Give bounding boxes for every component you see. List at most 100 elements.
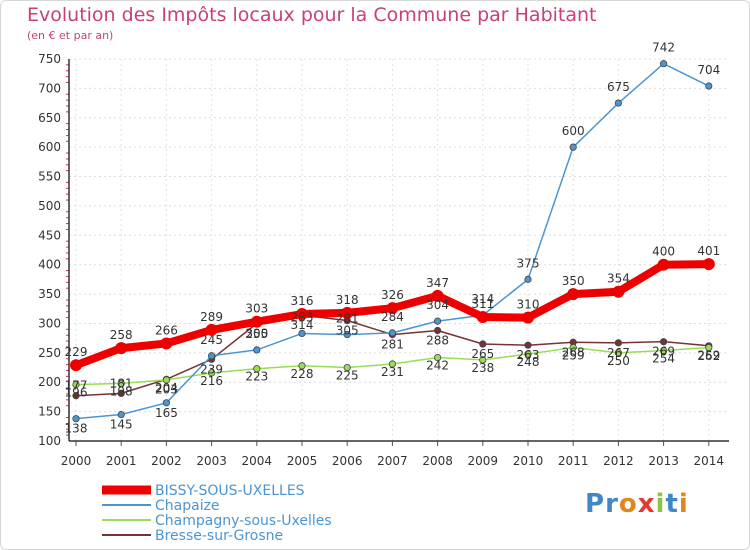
y-tick-label: 250 <box>38 346 61 360</box>
chart-title: Evolution des Impôts locaux pour la Comm… <box>27 4 597 26</box>
data-point <box>614 349 623 357</box>
legend-label: Champagny-sous-Uxelles <box>155 513 332 529</box>
data-point <box>70 359 82 372</box>
data-point <box>386 302 399 315</box>
data-point <box>72 380 80 389</box>
data-label: 259 <box>562 349 585 363</box>
data-label: 262 <box>697 349 720 363</box>
data-label: 181 <box>110 376 133 390</box>
data-label: 281 <box>336 312 359 326</box>
legend-label: Chapaize <box>155 498 220 514</box>
data-label: 310 <box>517 298 540 312</box>
data-point <box>476 310 489 323</box>
data-label: 375 <box>517 256 540 270</box>
data-label: 223 <box>245 370 268 384</box>
data-point <box>479 356 487 364</box>
data-label: 254 <box>652 351 675 365</box>
data-label: 165 <box>155 406 178 420</box>
axis-layer: 100 150 200 250 300 350 400 450 500 550 600 650 700 7… <box>38 52 729 468</box>
data-point <box>298 329 306 338</box>
data-label: 269 <box>652 345 675 359</box>
data-point <box>524 350 532 358</box>
data-point <box>522 311 534 324</box>
x-tick-label: 2003 <box>196 454 227 468</box>
data-point <box>659 338 668 346</box>
logo-letter: i <box>655 489 666 519</box>
data-label: 231 <box>381 365 404 379</box>
chart-subtitle: (en € et par an) <box>27 29 114 42</box>
data-point <box>524 275 532 283</box>
data-label: 265 <box>471 347 494 361</box>
x-tick-label: 2000 <box>61 454 92 468</box>
x-tick-label: 2011 <box>558 454 589 468</box>
data-label: 198 <box>110 384 133 398</box>
data-label: 347 <box>426 276 449 290</box>
data-label: 314 <box>291 318 314 332</box>
data-point <box>657 258 670 271</box>
data-point <box>569 343 577 352</box>
data-point <box>72 415 80 423</box>
data-label: 600 <box>562 124 585 138</box>
x-tick-label: 2008 <box>422 454 453 468</box>
data-point <box>388 329 396 337</box>
data-label: 288 <box>426 334 449 348</box>
data-label: 225 <box>336 369 359 383</box>
data-point <box>208 352 216 360</box>
y-tick-label: 400 <box>38 258 61 272</box>
data-point <box>341 306 354 319</box>
data-label: 742 <box>652 41 675 55</box>
data-point <box>569 143 577 151</box>
data-label: 303 <box>245 302 268 316</box>
data-label: 284 <box>381 310 404 324</box>
data-point <box>431 289 444 302</box>
grid-layer <box>69 58 729 441</box>
y-tick-label: 650 <box>38 111 61 125</box>
data-point <box>479 340 487 348</box>
legend-label: BISSY-SOUS-UXELLES <box>155 483 305 499</box>
data-point <box>117 379 125 388</box>
y-tick-label: 450 <box>38 228 61 242</box>
data-label: 248 <box>517 355 540 369</box>
data-label: 239 <box>200 362 223 376</box>
data-label: 245 <box>200 333 223 347</box>
data-point <box>659 60 668 68</box>
y-tick-label: 150 <box>38 405 61 419</box>
data-label: 196 <box>65 386 88 400</box>
data-point <box>343 331 351 339</box>
data-point <box>208 369 216 377</box>
data-label: 229 <box>65 345 88 359</box>
data-label: 259 <box>697 349 720 363</box>
data-label: 350 <box>562 274 585 288</box>
x-tick-label: 2005 <box>287 454 318 468</box>
series-layer <box>70 60 715 423</box>
y-tick-label: 500 <box>38 199 61 213</box>
data-label: 704 <box>697 63 720 77</box>
y-tick-label: 200 <box>38 375 61 389</box>
label-layer: 229 258 266 289 303 316 318 326 347 311 310 350 354 4… <box>65 41 721 436</box>
x-tick-label: 2012 <box>603 454 634 468</box>
data-label: 203 <box>155 382 178 396</box>
data-point <box>253 346 261 354</box>
data-label: 281 <box>381 338 404 352</box>
data-point <box>162 399 170 407</box>
x-tick-label: 2013 <box>648 454 679 468</box>
data-label: 266 <box>155 323 178 337</box>
data-label: 326 <box>381 288 404 302</box>
data-label: 138 <box>65 422 88 436</box>
data-label: 400 <box>652 245 675 259</box>
data-point <box>296 308 308 321</box>
data-label: 314 <box>471 292 494 306</box>
data-point <box>250 315 263 328</box>
proxiti-logo: Proxiti <box>585 489 689 519</box>
x-tick-label: 2006 <box>332 454 363 468</box>
legend-label: Bresse-sur-Grosne <box>155 528 283 544</box>
x-tick-label: 2014 <box>694 454 725 468</box>
data-label: 216 <box>200 374 223 388</box>
x-tick-label: 2004 <box>242 454 273 468</box>
data-point <box>433 317 442 325</box>
data-label: 401 <box>697 244 720 258</box>
data-point <box>160 337 173 350</box>
data-point <box>705 82 713 90</box>
